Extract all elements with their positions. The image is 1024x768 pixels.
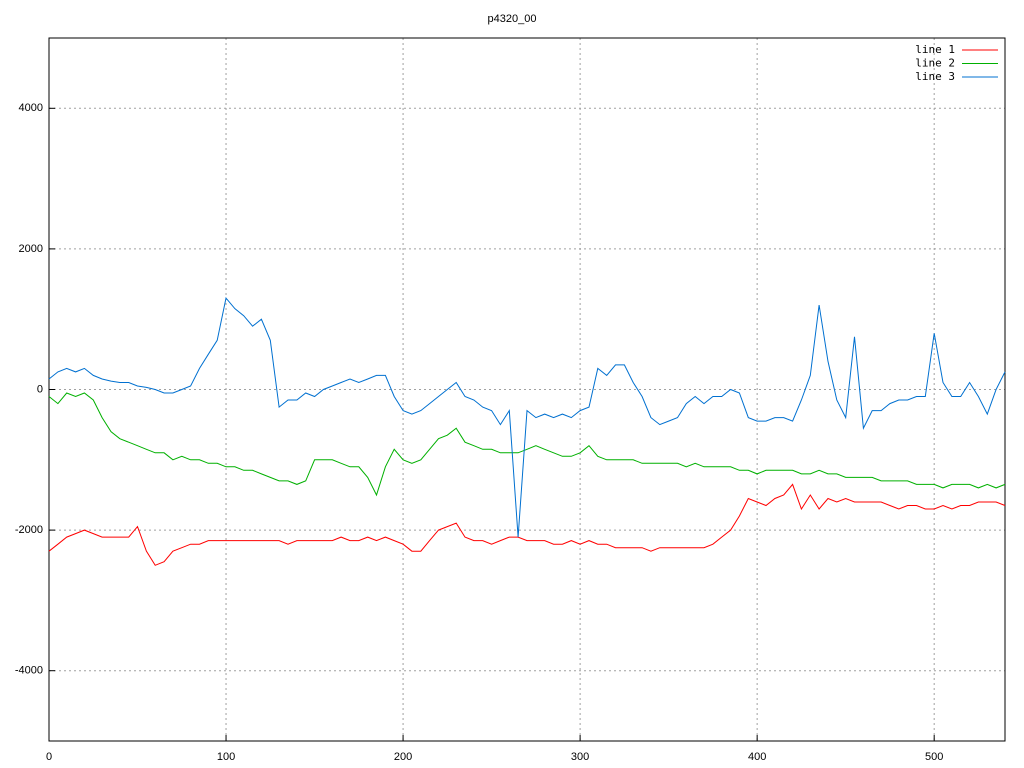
legend-label: line 1: [915, 43, 955, 56]
x-tick-label: 0: [46, 751, 52, 763]
y-tick-label: -2000: [15, 524, 43, 536]
y-tick-label: 4000: [19, 102, 43, 114]
line-series: [48, 483, 1006, 566]
plot-border: [48, 37, 1006, 742]
x-tick-label: 300: [571, 751, 589, 763]
legend-label: line 3: [915, 70, 955, 83]
x-tick-label: 400: [748, 751, 766, 763]
x-tick-label: 200: [394, 751, 412, 763]
x-tick-label: 100: [217, 751, 235, 763]
y-tick-label: 2000: [19, 243, 43, 255]
chart-title: p4320_00: [488, 13, 537, 25]
y-tick-label: -4000: [15, 665, 43, 677]
line-series: [48, 392, 1006, 497]
legend-label: line 2: [915, 57, 955, 70]
x-tick-label: 500: [925, 751, 943, 763]
line-series: [48, 296, 1006, 538]
y-tick-label: 0: [37, 383, 43, 395]
